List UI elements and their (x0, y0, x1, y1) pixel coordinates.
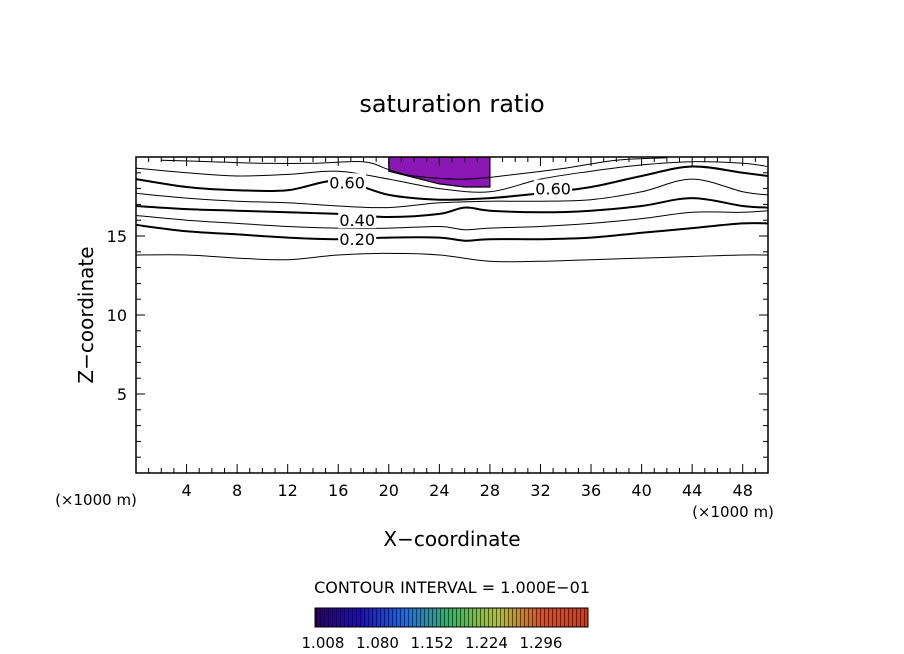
x-tick-label: 4 (181, 481, 191, 500)
contour-line-0-4 (136, 197, 768, 219)
contour-line-0-1 (136, 252, 768, 263)
contour-layer (136, 157, 768, 263)
plot-frame (135, 156, 769, 474)
colorbar (314, 607, 589, 628)
contour-line-0-8 (161, 157, 667, 180)
plot-area (136, 157, 768, 263)
x-unit-right: (×1000 m) (692, 503, 774, 521)
contour-interval-label: CONTOUR INTERVAL = 1.000E−01 (314, 578, 590, 597)
y-tick-label: 15 (107, 227, 127, 246)
colorbar-tick-labels: 1.008 1.080 1.152 1.224 1.296 (302, 634, 563, 652)
x-tick-label: 36 (581, 481, 601, 500)
colorbar-tick-label: 1.296 (520, 634, 563, 652)
colorbar-frame (314, 607, 589, 628)
x-axis-label: X−coordinate (383, 527, 520, 551)
x-tick-label: 32 (530, 481, 550, 500)
chart-title: saturation ratio (359, 90, 544, 118)
x-tick-label: 12 (278, 481, 298, 500)
y-tick-label: 10 (107, 306, 127, 325)
x-tick-label: 8 (232, 481, 242, 500)
x-unit-left: (×1000 m) (55, 491, 137, 509)
contour-label-bg (328, 173, 367, 191)
contour-label-bg (338, 211, 377, 229)
colorbar-tick-label: 1.008 (302, 634, 345, 652)
contour-label: 0.60 (535, 180, 571, 199)
x-tick-label: 48 (733, 481, 753, 500)
x-tick-label: 40 (631, 481, 651, 500)
x-tick-label: 24 (429, 481, 449, 500)
contour-label: 0.20 (339, 230, 375, 249)
contour-label: 0.40 (339, 211, 375, 230)
x-tick-label: 16 (328, 481, 348, 500)
colorbar-tick-label: 1.224 (465, 634, 508, 652)
colorbar-tick-label: 1.152 (411, 634, 454, 652)
y-axis-label: Z−coordinate (74, 246, 98, 383)
contour-label-layer: 0.60 0.60 0.400.20 (328, 173, 573, 249)
contour-label-bg (534, 179, 573, 197)
x-tick-label: 28 (480, 481, 500, 500)
contour-line-0-7 (136, 161, 768, 193)
colorbar-stripes (315, 608, 588, 627)
contour-label: 0.60 (329, 173, 365, 192)
contour-line-0-5 (136, 178, 768, 209)
contour-line-0-6 (136, 165, 768, 201)
y-tick-label: 5 (117, 385, 127, 404)
contour-line-0-3 (136, 210, 768, 231)
contour-line-0-2 (136, 222, 768, 242)
x-tick-label: 44 (682, 481, 702, 500)
colorbar-tick-label: 1.080 (356, 634, 399, 652)
x-tick-label: 20 (379, 481, 399, 500)
contour-label-bg (338, 230, 377, 248)
